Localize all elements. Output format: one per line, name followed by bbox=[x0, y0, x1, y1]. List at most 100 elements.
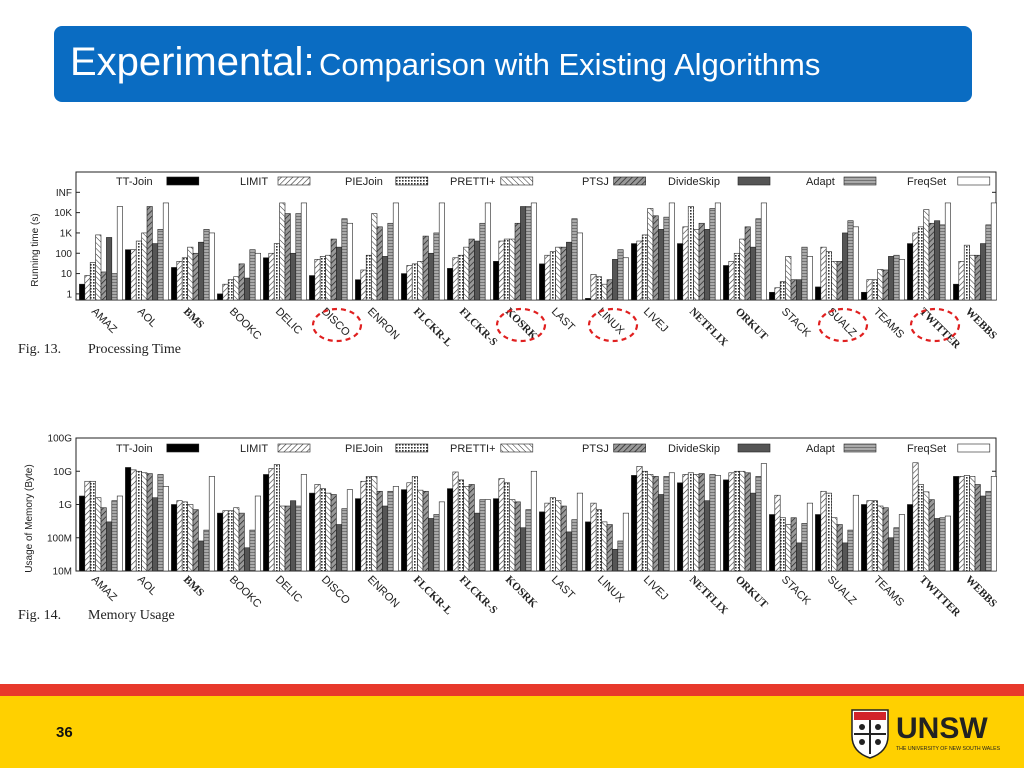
y-tick-label: 10M bbox=[53, 567, 72, 578]
bar-freqset bbox=[806, 502, 813, 572]
bar-tt-join bbox=[355, 498, 362, 572]
bar-divideskip bbox=[980, 495, 987, 572]
bar-piejoin bbox=[365, 476, 372, 572]
bar-tt-join bbox=[171, 504, 178, 572]
bar-limit bbox=[314, 484, 321, 572]
chart-2: 10M 100M 1G 10G 100G Usage of Memory (Byte) AM… bbox=[18, 434, 999, 624]
bar-tt-join bbox=[125, 249, 132, 301]
x-tick-label: BMS bbox=[181, 306, 206, 331]
bar-freqset bbox=[346, 489, 353, 572]
bar-tt-join bbox=[493, 261, 500, 301]
bar-ptsj bbox=[238, 263, 245, 301]
bar-freqset bbox=[530, 470, 537, 572]
bar-adapt bbox=[847, 529, 854, 572]
bar-pretti- bbox=[279, 505, 286, 572]
bar-divideskip bbox=[474, 512, 481, 572]
bar-divideskip bbox=[198, 241, 205, 301]
bar-pretti- bbox=[877, 505, 884, 572]
bar-divideskip bbox=[520, 206, 527, 301]
bar-tt-join bbox=[401, 489, 408, 572]
bar-limit bbox=[360, 269, 367, 301]
legend-swatch bbox=[395, 176, 429, 186]
bar-pretti- bbox=[969, 254, 976, 301]
bar-ptsj bbox=[192, 509, 199, 572]
bar-adapt bbox=[433, 232, 440, 301]
bar-tt-join bbox=[907, 243, 914, 301]
bar-piejoin bbox=[963, 475, 970, 572]
bar-tt-join bbox=[953, 283, 960, 301]
y-tick-label: 10G bbox=[53, 467, 72, 478]
bar-adapt bbox=[571, 519, 578, 572]
bar-adapt bbox=[571, 218, 578, 301]
bar-tt-join bbox=[631, 475, 638, 572]
y-tick-label: 1G bbox=[59, 500, 73, 511]
bar-divideskip bbox=[704, 229, 711, 301]
bar-piejoin bbox=[89, 480, 96, 572]
bar-pretti- bbox=[325, 492, 332, 572]
bar-divideskip bbox=[612, 259, 619, 301]
bar-limit bbox=[176, 261, 183, 301]
x-tick-label: FLCKR-L bbox=[411, 306, 454, 349]
bar-pretti- bbox=[187, 246, 194, 301]
bar-adapt bbox=[893, 527, 900, 572]
bar-divideskip bbox=[888, 256, 895, 301]
bar-divideskip bbox=[244, 277, 251, 301]
x-tick-label: FLCKR-S bbox=[457, 306, 500, 349]
bar-tt-join bbox=[953, 476, 960, 572]
footer-stripe bbox=[0, 684, 1024, 696]
bar-ptsj bbox=[882, 507, 889, 572]
bar-tt-join bbox=[171, 267, 178, 301]
bar-tt-join bbox=[217, 293, 224, 301]
legend-swatch bbox=[843, 443, 877, 453]
bar-piejoin bbox=[963, 244, 970, 301]
bar-piejoin bbox=[181, 257, 188, 301]
bar-ptsj bbox=[560, 246, 567, 301]
bar-pretti- bbox=[233, 507, 240, 572]
bar-pretti- bbox=[739, 470, 746, 572]
bar-freqset bbox=[668, 202, 675, 301]
bar-adapt bbox=[663, 216, 670, 301]
x-tick-label: STACK bbox=[779, 574, 813, 608]
bar-divideskip bbox=[290, 252, 297, 301]
bar-divideskip bbox=[658, 229, 665, 301]
bar-tt-join bbox=[677, 243, 684, 301]
bar-pretti- bbox=[141, 232, 148, 301]
bar-limit bbox=[682, 226, 689, 301]
bar-freqset bbox=[714, 202, 721, 301]
legend-swatch bbox=[613, 443, 646, 453]
bar-ptsj bbox=[514, 222, 521, 301]
bar-ptsj bbox=[468, 484, 475, 572]
x-tick-label: TWITTER bbox=[917, 306, 963, 352]
legend-swatch bbox=[166, 443, 200, 453]
bar-pretti- bbox=[509, 238, 516, 301]
bar-freqset bbox=[208, 232, 215, 301]
bar-pretti- bbox=[463, 486, 470, 572]
bar-freqset bbox=[622, 257, 629, 301]
bar-freqset bbox=[162, 486, 169, 572]
bar-piejoin bbox=[457, 254, 464, 301]
bar-divideskip bbox=[934, 518, 941, 572]
bar-adapt bbox=[111, 500, 118, 572]
page-number: 36 bbox=[56, 724, 73, 741]
bar-adapt bbox=[295, 213, 302, 301]
bar-ptsj bbox=[744, 226, 751, 301]
legend-swatch bbox=[737, 176, 771, 186]
x-tick-label: BOOKC bbox=[227, 306, 264, 343]
bar-adapt bbox=[157, 474, 164, 572]
bar-piejoin bbox=[917, 226, 924, 301]
x-tick-label: STACK bbox=[779, 306, 813, 340]
legend-label: LIMIT bbox=[240, 443, 268, 455]
x-tick-label: NETFLIX bbox=[687, 306, 730, 349]
legend-swatch bbox=[737, 443, 771, 453]
bar-ptsj bbox=[698, 222, 705, 301]
bar-divideskip bbox=[382, 505, 389, 572]
legend-label: FreqSet bbox=[907, 443, 946, 455]
bar-piejoin bbox=[227, 510, 234, 572]
bar-divideskip bbox=[888, 537, 895, 572]
legend-label: FreqSet bbox=[907, 176, 946, 188]
bar-limit bbox=[452, 471, 459, 572]
bar-divideskip bbox=[382, 256, 389, 301]
bar-limit bbox=[866, 279, 873, 301]
x-tick-label: LIVEJ bbox=[641, 306, 670, 335]
x-tick-label: KOSRK bbox=[503, 574, 540, 611]
